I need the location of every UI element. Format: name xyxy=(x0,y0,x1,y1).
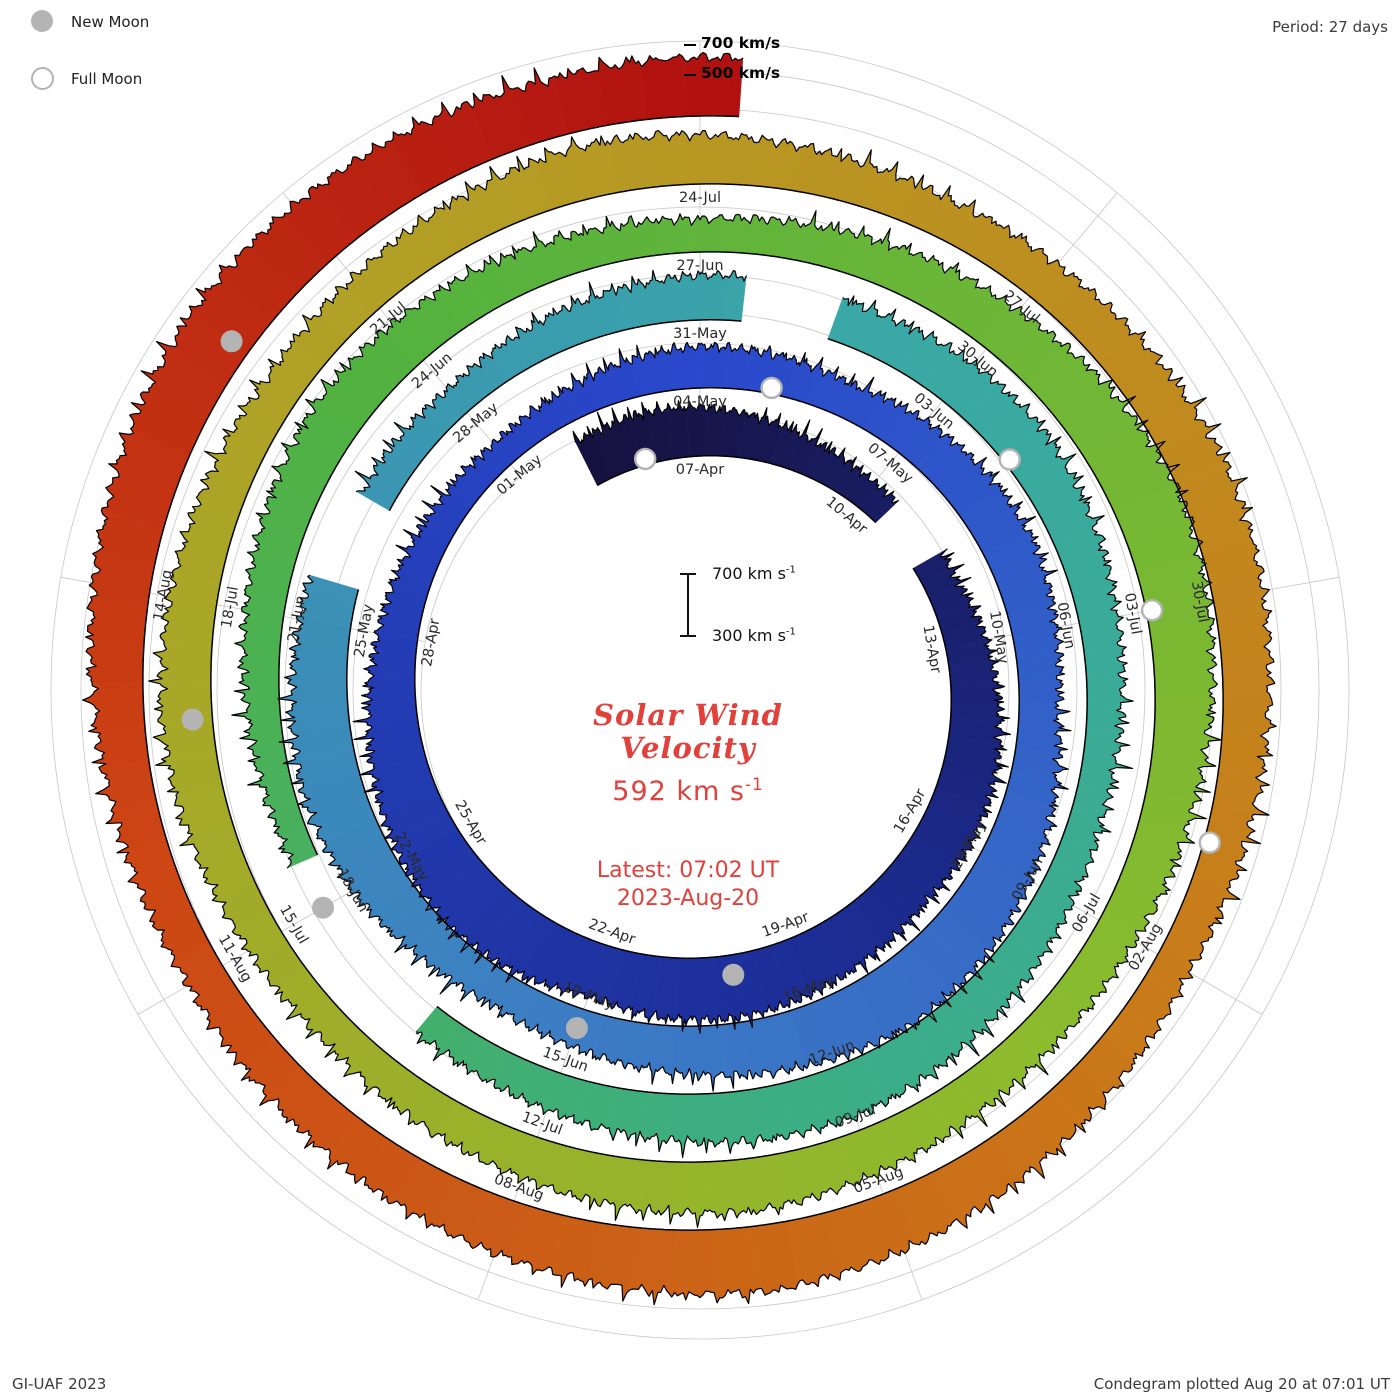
velocity-band-segment xyxy=(1082,730,1130,764)
new-moon-marker xyxy=(722,963,745,986)
velocity-band-segment xyxy=(1018,678,1065,705)
velocity-value-sup: -1 xyxy=(745,774,764,794)
plotted-label: Condegram plotted Aug 20 at 07:01 UT xyxy=(1093,1375,1390,1393)
spiral-baseline xyxy=(388,319,742,512)
scalebar-cap-top xyxy=(680,573,696,575)
velocity-band-segment xyxy=(1217,616,1272,660)
scalebar-line xyxy=(687,574,689,636)
period-label: Period: 27 days xyxy=(1272,18,1388,36)
chart-title-line2: Velocity xyxy=(620,731,756,765)
velocity-band-segment xyxy=(95,760,157,808)
date-label: 07-Apr xyxy=(676,462,724,478)
velocity-edge xyxy=(416,295,1134,1159)
date-label: 03-Jul xyxy=(1121,592,1144,636)
scalebar-top-sup: -1 xyxy=(785,564,796,576)
velocity-band-segment xyxy=(671,1229,715,1301)
date-label: 13-Apr xyxy=(919,624,943,675)
velocity-band-segment xyxy=(723,131,765,187)
new-moon-marker xyxy=(312,896,334,919)
spiral-baseline xyxy=(142,115,1224,1231)
velocity-band-segment xyxy=(231,684,281,717)
date-label: 30-Jul xyxy=(1188,580,1211,624)
velocity-band-segment xyxy=(675,1161,713,1228)
spiral-baseline xyxy=(346,387,1020,1027)
velocity-band-segment xyxy=(686,130,727,185)
velocity-edge xyxy=(277,341,1072,1092)
new-moon-marker xyxy=(220,330,243,353)
date-label: 25-May xyxy=(352,603,377,659)
full-moon-marker xyxy=(1198,831,1222,854)
velocity-edge xyxy=(354,269,748,492)
chart-title-line1: Solar Wind xyxy=(593,698,783,732)
spiral-line-layer xyxy=(82,51,1277,1306)
scalebar-top-text: 700 km s xyxy=(712,564,786,583)
credit-label: GI-UAF 2023 xyxy=(12,1375,107,1393)
latest-date-label: 2023-Aug-20 xyxy=(616,886,760,911)
date-label: 28-Apr xyxy=(419,617,443,668)
date-label: 24-Jul xyxy=(679,190,721,206)
velocity-band-segment xyxy=(1016,653,1066,681)
date-label: 31-May xyxy=(673,326,727,342)
velocity-band-segment xyxy=(641,53,687,120)
velocity-band-segment xyxy=(234,620,283,656)
new-moon-marker xyxy=(565,1017,588,1040)
top-label-700: 700 km/s xyxy=(701,34,781,52)
velocity-band-segment xyxy=(239,714,285,749)
full-moon-marker xyxy=(1140,599,1164,622)
velocity-value-text: 592 km s xyxy=(612,776,746,807)
tick-500 xyxy=(684,74,696,76)
velocity-band-segment xyxy=(247,743,290,779)
scalebar-bottom-label: 300 km s-1 xyxy=(712,626,796,645)
latest-time-label: Latest: 07:02 UT xyxy=(596,858,780,883)
full-moon-swatch xyxy=(31,67,54,90)
top-label-500: 500 km/s xyxy=(701,64,781,82)
new-moon-marker xyxy=(181,708,204,731)
velocity-band-segment xyxy=(1153,659,1218,697)
tick-700 xyxy=(684,44,696,46)
moon-layer xyxy=(181,330,1222,1040)
scalebar-cap-bottom xyxy=(680,635,696,637)
date-label: 27-Jun xyxy=(676,258,723,274)
date-label: 18-Jul xyxy=(219,585,242,629)
velocity-band-segment xyxy=(701,341,726,389)
velocity-band-segment xyxy=(685,52,730,117)
full-moon-marker xyxy=(998,448,1021,471)
velocity-edge xyxy=(572,400,900,504)
full-moon-marker xyxy=(634,447,657,471)
velocity-band-segment xyxy=(1154,695,1217,732)
new-moon-swatch xyxy=(31,10,53,32)
full-moon-label: Full Moon xyxy=(71,70,143,88)
new-moon-label: New Moon xyxy=(71,13,150,31)
date-label: 04-May xyxy=(673,394,727,410)
current-velocity-value: 592 km s-1 xyxy=(478,774,898,807)
velocity-band-segment xyxy=(699,270,730,321)
velocity-edge xyxy=(82,51,1277,1306)
velocity-fill-layer xyxy=(82,52,1277,1305)
scalebar-top-label: 700 km s-1 xyxy=(712,564,796,583)
velocity-band-segment xyxy=(610,132,654,193)
full-moon-marker xyxy=(760,376,783,400)
scalebar-bottom-text: 300 km s xyxy=(712,626,786,645)
scalebar-bottom-sup: -1 xyxy=(785,626,796,638)
velocity-band-segment xyxy=(247,772,298,808)
velocity-band-segment xyxy=(85,640,145,684)
